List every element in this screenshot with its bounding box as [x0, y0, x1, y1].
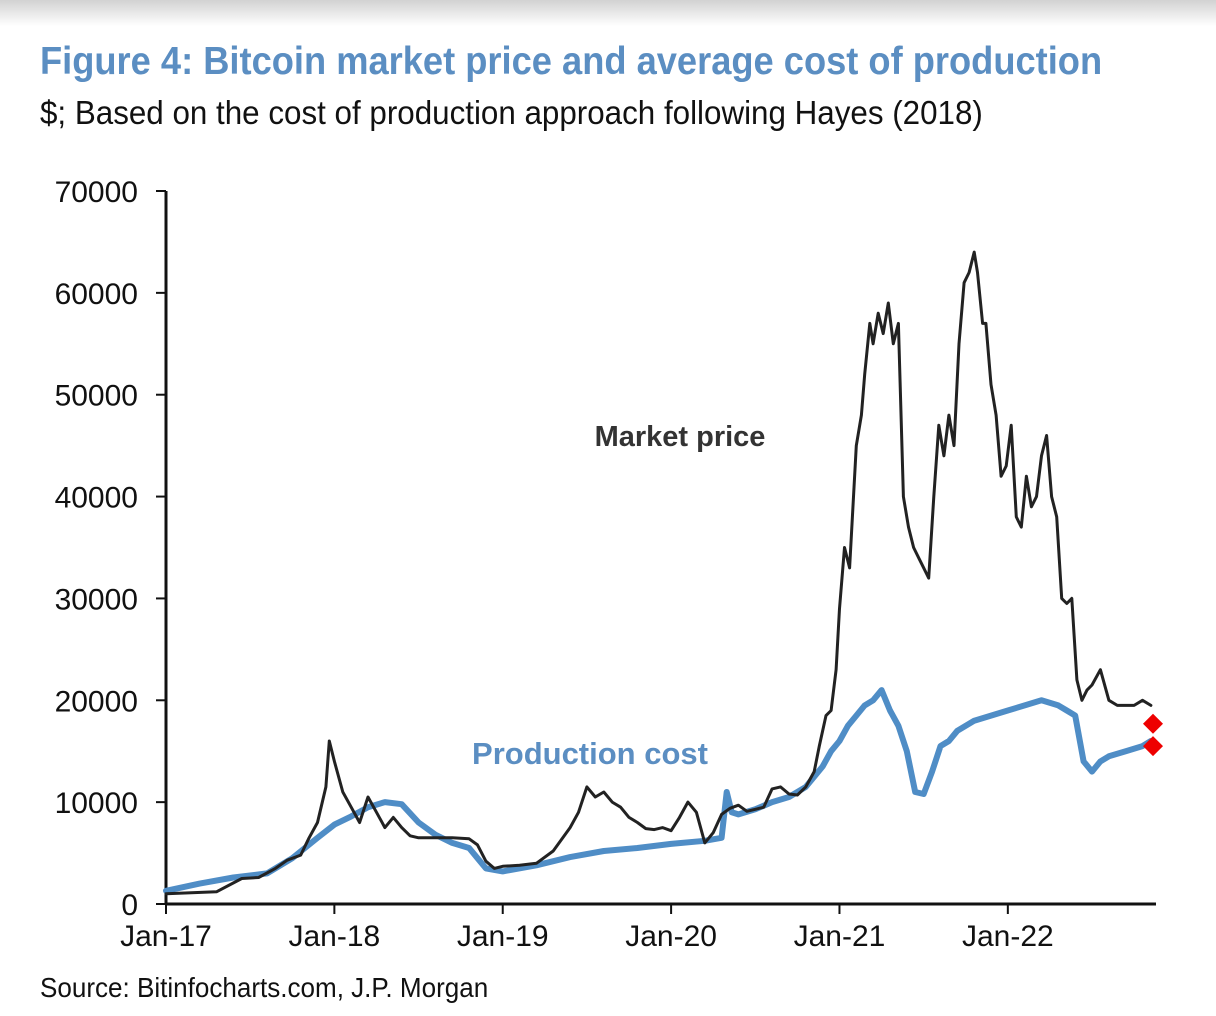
x-tick-label: Jan-18 — [289, 920, 381, 953]
y-tick-label: 20000 — [55, 685, 138, 718]
series-layer — [163, 250, 1163, 896]
y-tick-label: 50000 — [55, 380, 138, 413]
source-note: Source: Bitinfocharts.com, J.P. Morgan — [40, 972, 489, 1003]
y-tick-label: 70000 — [55, 176, 138, 209]
y-tick-label: 0 — [121, 889, 138, 922]
x-tick-label: Jan-22 — [962, 920, 1054, 953]
y-tick-label: 30000 — [55, 583, 138, 616]
figure-subtitle: $; Based on the cost of production appro… — [40, 94, 983, 131]
x-axis: Jan-17 Jan-18 Jan-19 Jan-20 Jan-21 Jan-22 — [120, 902, 1156, 953]
x-tick-label: Jan-21 — [794, 920, 886, 953]
annotation-production-cost: Production cost — [472, 736, 708, 771]
marker-point — [1143, 713, 1163, 734]
annotation-market-price: Market price — [595, 421, 766, 453]
x-tick-label: Jan-20 — [625, 920, 717, 953]
y-tick-label: 10000 — [55, 787, 138, 820]
x-tick-label: Jan-19 — [457, 920, 549, 953]
y-tick-label: 40000 — [55, 482, 138, 515]
x-tick-label: Jan-17 — [120, 920, 212, 953]
y-tick-label: 60000 — [55, 278, 138, 311]
series-production-cost-line — [163, 687, 1154, 894]
top-shade — [0, 0, 1216, 26]
y-axis: 0 10000 20000 30000 40000 50000 60000 70000 — [55, 176, 168, 922]
marker-point — [1143, 736, 1163, 757]
figure-title: Figure 4: Bitcoin market price and avera… — [40, 40, 1103, 83]
series-market-price-line — [164, 250, 1153, 896]
